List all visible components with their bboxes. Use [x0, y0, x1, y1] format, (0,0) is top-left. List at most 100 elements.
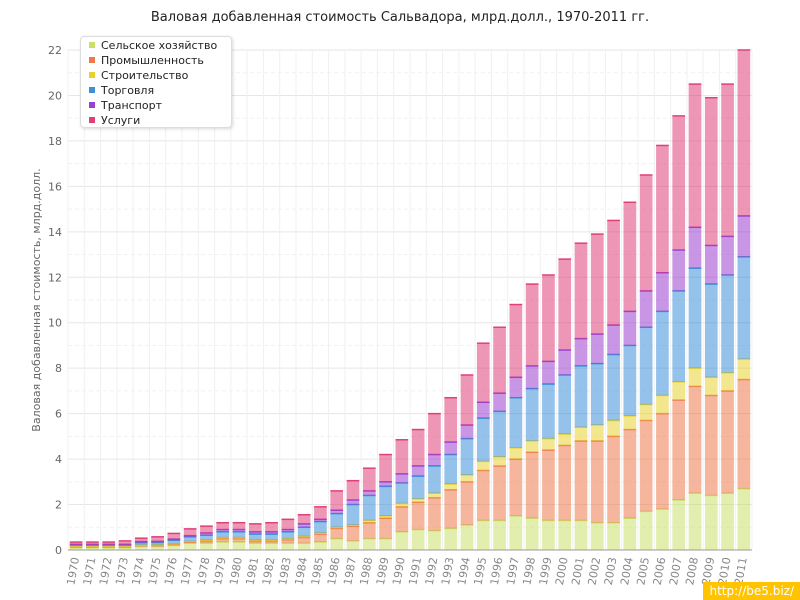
bar-segment[interactable]	[411, 476, 425, 499]
bar-segment[interactable]	[232, 522, 246, 530]
bar-segment[interactable]	[607, 220, 620, 325]
bar-segment[interactable]	[672, 400, 686, 500]
bar-segment[interactable]	[558, 375, 572, 435]
bar-segment[interactable]	[607, 420, 620, 437]
bar-segment[interactable]	[314, 534, 327, 543]
bar-segment[interactable]	[672, 290, 686, 382]
bar-segment[interactable]	[558, 434, 572, 446]
bar-segment[interactable]	[346, 526, 360, 541]
bar-segment[interactable]	[509, 397, 523, 448]
bar-segment[interactable]	[656, 509, 669, 550]
bar-segment[interactable]	[265, 543, 278, 550]
bar-segment[interactable]	[525, 518, 539, 550]
legend-item[interactable]: Сельское хозяйство	[89, 39, 217, 52]
legend-item[interactable]: Промышленность	[89, 54, 204, 67]
bar-segment[interactable]	[525, 365, 539, 389]
bar-segment[interactable]	[395, 439, 409, 474]
bar-segment[interactable]	[297, 523, 311, 528]
bar-segment[interactable]	[167, 540, 181, 544]
bar-segment[interactable]	[688, 386, 702, 494]
bar-segment[interactable]	[330, 490, 344, 511]
bar-segment[interactable]	[167, 533, 181, 540]
bar-segment[interactable]	[525, 440, 539, 453]
bar-segment[interactable]	[248, 543, 262, 550]
bar-segment[interactable]	[542, 450, 555, 521]
bar-segment[interactable]	[248, 534, 262, 540]
bar-segment[interactable]	[704, 495, 718, 550]
bar-segment[interactable]	[476, 402, 490, 419]
bar-segment[interactable]	[476, 343, 490, 403]
bar-segment[interactable]	[232, 531, 246, 538]
bar-segment[interactable]	[346, 540, 360, 550]
bar-segment[interactable]	[362, 468, 376, 491]
bar-segment[interactable]	[623, 311, 637, 346]
bar-segment[interactable]	[509, 377, 523, 398]
bar-segment[interactable]	[444, 489, 458, 529]
bar-segment[interactable]	[330, 528, 344, 539]
bar-segment[interactable]	[281, 531, 295, 539]
bar-segment[interactable]	[265, 531, 278, 535]
bar-segment[interactable]	[509, 304, 523, 378]
bar-segment[interactable]	[200, 532, 213, 536]
bar-segment[interactable]	[297, 514, 311, 524]
bar-segment[interactable]	[444, 484, 458, 490]
bar-segment[interactable]	[476, 520, 490, 550]
bar-segment[interactable]	[639, 420, 653, 512]
bar-segment[interactable]	[737, 359, 751, 380]
bar-segment[interactable]	[248, 523, 262, 532]
bar-segment[interactable]	[314, 521, 327, 533]
bar-segment[interactable]	[69, 547, 83, 550]
bar-segment[interactable]	[281, 519, 295, 530]
bar-segment[interactable]	[590, 440, 604, 523]
bar-segment[interactable]	[721, 236, 734, 275]
bar-segment[interactable]	[623, 202, 637, 312]
bar-segment[interactable]	[362, 520, 376, 523]
bar-segment[interactable]	[330, 538, 344, 550]
bar-segment[interactable]	[428, 454, 441, 466]
bar-segment[interactable]	[737, 488, 751, 550]
bar-segment[interactable]	[590, 334, 604, 364]
bar-segment[interactable]	[623, 415, 637, 430]
bar-segment[interactable]	[623, 518, 637, 550]
bar-segment[interactable]	[639, 511, 653, 550]
legend-item[interactable]: Торговля	[89, 84, 154, 97]
bar-segment[interactable]	[590, 234, 604, 335]
bar-segment[interactable]	[737, 379, 751, 489]
legend-item[interactable]: Услуги	[89, 114, 140, 127]
bar-segment[interactable]	[395, 506, 409, 532]
bar-segment[interactable]	[721, 84, 734, 237]
bar-segment[interactable]	[607, 522, 620, 550]
bar-segment[interactable]	[476, 470, 490, 521]
bar-segment[interactable]	[232, 542, 246, 550]
bar-segment[interactable]	[460, 481, 474, 525]
bar-segment[interactable]	[574, 520, 588, 550]
bar-segment[interactable]	[151, 546, 164, 550]
legend-item[interactable]: Строительство	[89, 69, 188, 82]
bar-segment[interactable]	[672, 500, 686, 550]
bar-segment[interactable]	[493, 456, 506, 466]
bar-segment[interactable]	[428, 530, 441, 550]
bar-segment[interactable]	[721, 493, 734, 550]
bar-segment[interactable]	[493, 327, 506, 394]
bar-segment[interactable]	[737, 215, 751, 257]
bar-segment[interactable]	[379, 486, 392, 516]
bar-segment[interactable]	[395, 531, 409, 550]
bar-segment[interactable]	[590, 522, 604, 550]
bar-segment[interactable]	[362, 538, 376, 550]
bar-segment[interactable]	[721, 390, 734, 494]
bar-segment[interactable]	[346, 480, 360, 500]
bar-segment[interactable]	[411, 502, 425, 530]
bar-segment[interactable]	[542, 384, 555, 439]
bar-segment[interactable]	[183, 528, 197, 536]
bar-segment[interactable]	[444, 397, 458, 443]
bar-segment[interactable]	[460, 438, 474, 475]
bar-segment[interactable]	[542, 438, 555, 450]
bar-segment[interactable]	[346, 500, 360, 505]
bar-segment[interactable]	[704, 395, 718, 496]
bar-segment[interactable]	[69, 542, 83, 545]
bar-segment[interactable]	[379, 481, 392, 487]
bar-segment[interactable]	[314, 542, 327, 550]
bar-segment[interactable]	[656, 272, 669, 312]
bar-segment[interactable]	[265, 522, 278, 532]
bar-segment[interactable]	[216, 538, 230, 543]
